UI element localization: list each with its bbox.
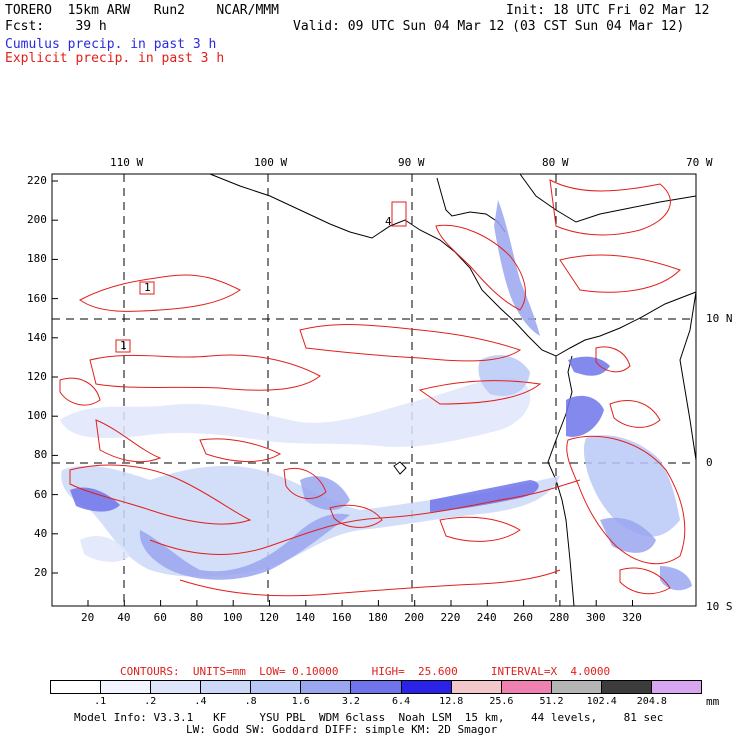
- y-axis-label: 180: [27, 252, 47, 266]
- explicit-precip-contours: [59, 179, 686, 597]
- model-info: Model Info: V3.3.1 KF YSU PBL WDM 6class…: [74, 711, 664, 724]
- x-axis-label: 20: [81, 611, 95, 624]
- legend-label: 3.2: [341, 696, 360, 707]
- legend-label: 1.6: [291, 696, 310, 707]
- legend-swatch: [651, 681, 702, 693]
- x-axis-label: 60: [153, 611, 167, 624]
- legend-label: 51.2: [539, 696, 564, 707]
- lon-label: 70 W: [686, 156, 713, 169]
- x-axis-label: 240: [476, 611, 497, 624]
- lat-label: 10 S: [706, 600, 733, 613]
- legend-swatch: [351, 681, 402, 693]
- legend-unit: mm: [706, 695, 720, 708]
- legend-label: .8: [244, 696, 257, 707]
- color-legend: [50, 680, 702, 694]
- legend-swatch: [551, 681, 602, 693]
- physics-info: LW: Godd SW: Goddard DIFF: simple KM: 2D…: [186, 723, 498, 736]
- x-axis-label: 40: [117, 611, 131, 624]
- x-axis-label: 160: [331, 611, 352, 624]
- box-label: 1: [144, 281, 151, 294]
- init-time: Init: 18 UTC Fri 02 Mar 12: [506, 3, 710, 18]
- station-boxes: [115, 201, 407, 353]
- y-axis-label: 120: [27, 370, 47, 383]
- cumulus-precip-shading: [60, 200, 692, 591]
- legend-label: 12.8: [439, 696, 464, 707]
- x-axis-label: 100: [222, 611, 243, 624]
- lon-label: 100 W: [254, 156, 288, 169]
- legend-swatch: [251, 681, 302, 693]
- x-axis-label: 80: [189, 611, 204, 624]
- x-axis-label: 140: [295, 611, 316, 624]
- y-axis-label: 80: [34, 448, 48, 462]
- legend-swatch: [201, 681, 252, 693]
- x-axis-label: 180: [367, 611, 388, 624]
- legend-label: .4: [194, 696, 207, 707]
- legend-labels: .1 .2 .4 .8 1.6 3.2 6.4 12.8 25.6 51.2 102.4 204.8: [50, 696, 702, 708]
- legend-swatch: [501, 681, 552, 693]
- coastlines: [209, 173, 697, 607]
- contour-info: CONTOURS: UNITS=mm LOW= 0.10000 HIGH= 25…: [120, 665, 611, 678]
- x-axis-label: 280: [549, 611, 570, 624]
- legend-label: .2: [144, 696, 157, 707]
- legend-label: 6.4: [392, 696, 411, 707]
- x-axis-label: 200: [404, 611, 425, 624]
- legend-swatch: [151, 681, 202, 693]
- legend-swatch: [601, 681, 652, 693]
- x-axis-label: 300: [585, 611, 606, 624]
- x-axis-label: 220: [440, 611, 461, 624]
- legend-label: 204.8: [636, 696, 667, 707]
- valid-time: Valid: 09 UTC Sun 04 Mar 12 (03 CST Sun …: [293, 19, 685, 34]
- y-axis-label: 20: [34, 566, 48, 579]
- header-title: TORERO 15km ARW Run2 NCAR/MMM: [5, 3, 279, 18]
- y-axis-label: 200: [27, 213, 47, 227]
- explicit-precip-label: Explicit precip. in past 3 h: [5, 51, 225, 66]
- legend-swatch: [401, 681, 452, 693]
- legend-swatch: [301, 681, 352, 693]
- y-axis-label: 140: [27, 330, 47, 344]
- x-axis-label: 120: [259, 611, 279, 624]
- legend-swatch: [451, 681, 502, 693]
- forecast-hour: Fcst: 39 h: [5, 19, 107, 34]
- legend-swatch: [101, 681, 152, 693]
- x-axis-label: 320: [622, 611, 642, 624]
- y-axis-tick-marks: [52, 180, 58, 574]
- lon-label: 110 W: [110, 156, 144, 169]
- legend-swatch: [51, 681, 102, 693]
- x-axis-tick-marks: [87, 600, 633, 606]
- cumulus-precip-label: Cumulus precip. in past 3 h: [5, 37, 217, 52]
- y-axis-label: 160: [27, 291, 47, 305]
- y-axis-label: 220: [27, 174, 47, 187]
- y-axis-label: 100: [27, 409, 47, 423]
- legend-label: .1: [94, 696, 107, 707]
- legend-label: 102.4: [586, 696, 617, 707]
- lat-label: 10 N: [706, 312, 733, 325]
- x-axis-label: 260: [513, 611, 533, 624]
- lon-label: 90 W: [398, 156, 425, 169]
- legend-label: 25.6: [489, 696, 514, 707]
- lat-label: 0: [706, 456, 713, 469]
- box-label: 4: [385, 215, 392, 228]
- box-label: 1: [120, 339, 127, 352]
- lon-label: 80 W: [542, 156, 569, 169]
- y-axis-label: 60: [34, 487, 48, 501]
- y-axis-label: 40: [34, 526, 48, 540]
